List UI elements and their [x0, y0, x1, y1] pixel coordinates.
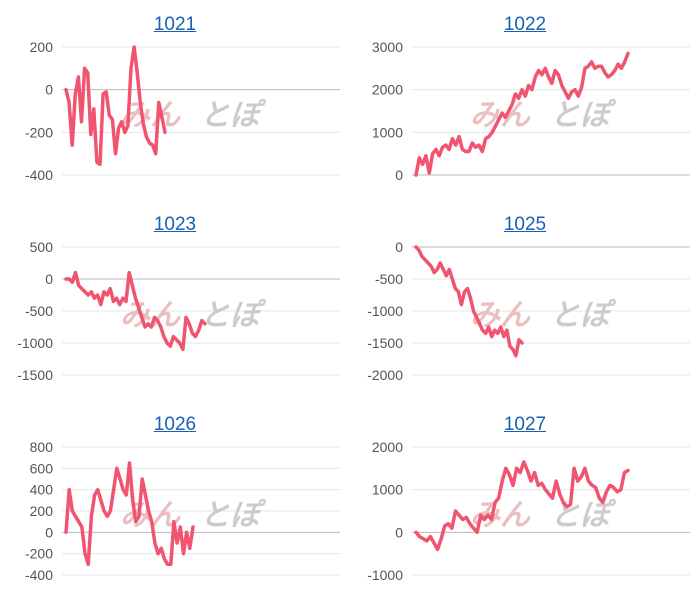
chart-title-link[interactable]: 1021	[153, 14, 197, 35]
watermark-text: とぽ	[550, 498, 617, 533]
y-tick-label: -2000	[367, 367, 403, 383]
y-tick-label: 2000	[372, 82, 403, 98]
y-tick-label: 600	[30, 460, 54, 476]
y-tick-label: 0	[45, 271, 53, 287]
panel-1022: 1022 3000 2000 1000 0 みん とぽ	[350, 0, 700, 200]
panel-1025: 1025 0 -500 -1000 -1500 -2000 みん とぽ	[350, 200, 700, 400]
chart-title-link[interactable]: 1025	[503, 214, 547, 235]
series-line	[64, 45, 167, 167]
panel-1023: 1023 500 0 -500 -1000 -1500 みん とぽ	[0, 200, 350, 400]
watermark-text: とぽ	[200, 498, 267, 533]
y-tick-label: 200	[30, 503, 54, 519]
y-tick-label: 800	[30, 439, 54, 455]
y-tick-label: 0	[395, 167, 403, 183]
series-line	[64, 461, 195, 567]
y-tick-label: -1500	[367, 335, 403, 351]
y-tick-label: -1000	[367, 567, 403, 583]
watermark-text: とぽ	[200, 298, 267, 333]
y-tick-label: 0	[395, 239, 403, 255]
watermark-text: とぽ	[550, 98, 617, 133]
y-tick-label: -200	[25, 546, 53, 562]
y-tick-label: 200	[30, 39, 54, 55]
y-tick-label: -500	[375, 271, 403, 287]
chart-title-link[interactable]: 1026	[153, 414, 197, 435]
chart-title-link[interactable]: 1022	[503, 14, 547, 35]
series-line	[414, 245, 524, 358]
series-line	[414, 51, 630, 177]
panel-1026: 1026 800 600 400 200 0 -200 -400 みん とぽ	[0, 400, 350, 600]
chart-title-link[interactable]: 1023	[153, 214, 197, 235]
watermark-text: とぽ	[200, 98, 267, 133]
y-tick-label: 0	[45, 82, 53, 98]
y-tick-label: -1500	[17, 367, 53, 383]
watermark-text: とぽ	[550, 298, 617, 333]
y-tick-label: -400	[25, 567, 53, 583]
y-tick-label: -200	[25, 124, 53, 140]
y-tick-label: -1000	[367, 303, 403, 319]
panel-1027: 1027 2000 1000 0 -1000 みん とぽ	[350, 400, 700, 600]
y-tick-label: 1000	[372, 482, 403, 498]
y-tick-label: -400	[25, 167, 53, 183]
y-tick-label: 3000	[372, 39, 403, 55]
y-tick-label: -500	[25, 303, 53, 319]
panel-1021: 1021 200 0 -200 -400 みん とぽ	[0, 0, 350, 200]
y-tick-label: 400	[30, 482, 54, 498]
y-tick-label: -1000	[17, 335, 53, 351]
y-tick-label: 500	[30, 239, 54, 255]
y-tick-label: 1000	[372, 124, 403, 140]
chart-title-link[interactable]: 1027	[503, 414, 547, 435]
series-line	[64, 270, 207, 352]
y-tick-label: 0	[45, 524, 53, 540]
y-tick-label: 2000	[372, 439, 403, 455]
series-line	[414, 460, 630, 552]
y-tick-label: 0	[395, 524, 403, 540]
